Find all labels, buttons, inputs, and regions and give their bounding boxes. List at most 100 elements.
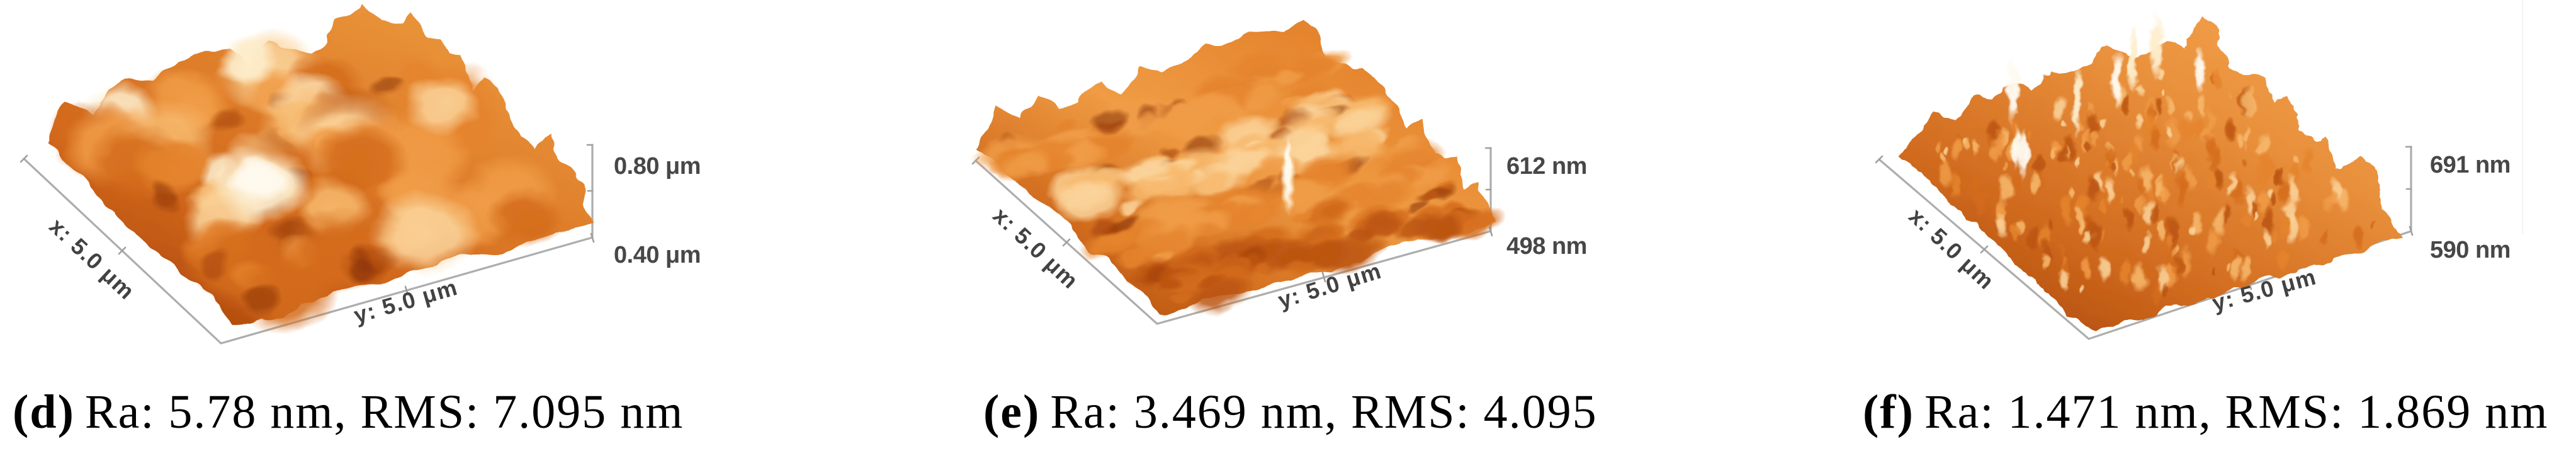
surface-bump <box>403 72 478 135</box>
surface-bump <box>2079 285 2086 297</box>
surface-bump <box>2136 174 2145 195</box>
surface-bump <box>1298 194 1357 228</box>
surface-bump <box>2110 161 2117 176</box>
surface-bump <box>2135 193 2145 215</box>
surface-bump <box>200 249 233 283</box>
surface-bump <box>2165 229 2173 247</box>
surface-bump <box>2240 210 2251 231</box>
surface-bump <box>2140 232 2152 255</box>
surface-bump <box>1284 135 1292 208</box>
surface-bump <box>1172 290 1197 305</box>
surface-bump <box>2028 130 2035 143</box>
panel-caption-d: (d) Ra: 5.78 nm, RMS: 7.095 nm <box>13 388 684 436</box>
surface-bump <box>2059 242 2065 256</box>
afm-3d-plot-d: x: 5.0 μm y: 5.0 μm 0.80 μm 0.40 μm <box>20 3 701 345</box>
panel-caption-text: Ra: 5.78 nm, RMS: 7.095 nm <box>84 386 684 438</box>
surface-bump <box>2098 197 2106 213</box>
surface-bump <box>2241 86 2257 118</box>
surface-bump <box>2351 222 2364 249</box>
surface-bump <box>2122 206 2135 234</box>
surface-bump <box>2269 190 2278 210</box>
surface-bump <box>2135 111 2144 130</box>
z-axis-label-bottom: 590 nm <box>2430 237 2511 263</box>
surface-bump <box>2241 157 2247 170</box>
panel-label: (d) <box>13 386 75 438</box>
afm-panel-f: x: 5.0 μm y: 5.0 μm 691 nm 590 nm (f) Ra:… <box>1717 0 2576 463</box>
surface-bump <box>1952 135 1963 161</box>
surface-bump <box>1281 256 1318 277</box>
surface-bump <box>2320 227 2330 249</box>
surface-bump <box>1155 275 1185 293</box>
surface-bump <box>2075 154 2082 170</box>
surface-bump <box>2085 139 2092 152</box>
surface-bump <box>2277 246 2289 272</box>
panel-label: (e) <box>983 386 1041 438</box>
panel-caption-text: Ra: 3.469 nm, RMS: 4.095 <box>1050 386 1598 438</box>
surface-bump <box>1999 171 2014 205</box>
surface-bump <box>2205 226 2220 257</box>
surface-bump <box>240 283 281 317</box>
surface-bump <box>2081 257 2092 282</box>
surface-bump <box>2148 125 2162 153</box>
surface-bump <box>370 189 480 278</box>
surface-bump <box>1945 147 1951 158</box>
x-axis-label: x: 5.0 μm <box>45 213 140 305</box>
surface-bump <box>2083 227 2093 248</box>
surface-bump <box>2162 282 2170 300</box>
surface-bump <box>2254 158 2269 191</box>
surface-bump <box>2226 264 2231 275</box>
surface-bump <box>2089 221 2104 253</box>
panel-caption-f: (f) Ra: 1.471 nm, RMS: 1.869 nm <box>1863 388 2548 436</box>
surface-bump <box>2048 146 2056 161</box>
surface-bump <box>129 135 206 197</box>
z-axis-label-top: 0.80 μm <box>614 153 701 180</box>
surface-bump <box>2012 169 2023 191</box>
surface-bump <box>2157 192 2163 205</box>
surface-bump <box>2336 184 2350 213</box>
surface-bump <box>2057 146 2067 166</box>
surface-bump <box>2150 11 2164 83</box>
surface-bump <box>1987 142 1997 161</box>
surface-bump <box>2257 187 2269 215</box>
surface-bump <box>2229 89 2234 100</box>
surface-bump <box>2103 159 2109 172</box>
z-axis-label-top: 612 nm <box>1506 153 1587 180</box>
surface-bump <box>2189 225 2196 239</box>
surface-bump <box>2119 258 2133 288</box>
surface-bump <box>2161 88 2166 100</box>
axis-ticks <box>1875 146 2414 290</box>
surface-bump <box>2121 94 2133 118</box>
surface-bump <box>2209 145 2222 173</box>
afm-3d-plot-e: x: 5.0 μm y: 5.0 μm 612 nm 498 nm <box>971 20 1587 325</box>
surface-bump <box>2285 212 2300 243</box>
afm-panel-e: x: 5.0 μm y: 5.0 μm 612 nm 498 nm (e) Ra:… <box>859 0 1717 463</box>
surface-bump <box>1053 183 1127 226</box>
surface-bump <box>2211 69 2222 93</box>
afm-surface <box>1898 11 2400 333</box>
surface-bump <box>2193 47 2206 94</box>
surface-bump <box>2213 165 2225 190</box>
surface-bump <box>2018 126 2030 179</box>
surface-bump <box>2157 220 2167 239</box>
surface-bump <box>2165 127 2172 142</box>
panel-label: (f) <box>1863 386 1914 438</box>
surface-bump <box>1971 186 1987 220</box>
surface-bump <box>1122 177 1170 205</box>
surface-bump <box>2178 113 2193 146</box>
afm-3d-plot-f: x: 5.0 μm y: 5.0 μm 691 nm 590 nm <box>1875 11 2511 340</box>
afm-panel-d: x: 5.0 μm y: 5.0 μm 0.80 μm 0.40 μm (d) R… <box>0 0 859 463</box>
surface-bump <box>1972 137 1980 157</box>
surface-bump <box>2188 123 2196 140</box>
surface-bump <box>2371 217 2376 229</box>
axis-ticks <box>20 144 595 296</box>
surface-bump <box>2324 189 2337 217</box>
surface-bump <box>997 149 1054 181</box>
surface-bump <box>2243 127 2251 144</box>
xy-axis-lines <box>974 159 1492 325</box>
surface-bump <box>1416 190 1442 205</box>
surface-bump <box>2028 226 2040 253</box>
surface-bump <box>1289 207 1313 222</box>
surface-bump <box>341 248 376 289</box>
surface-bump <box>2185 167 2198 194</box>
